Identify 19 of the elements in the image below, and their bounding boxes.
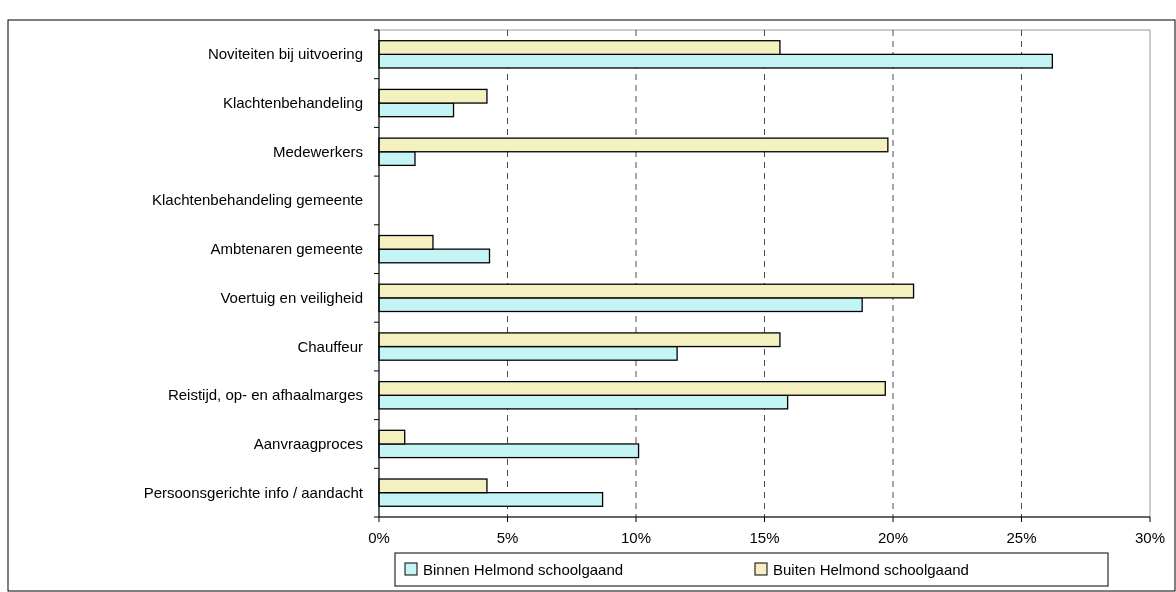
x-tick-label: 25% bbox=[1006, 529, 1037, 546]
y-tick-label: Reistijd, op- en afhaalmarges bbox=[167, 386, 363, 404]
x-tick-label: 10% bbox=[620, 529, 652, 546]
y-tick-label: Ambtenaren gemeente bbox=[210, 240, 363, 258]
x-tick-label: 20% bbox=[877, 529, 909, 546]
legend-label: Binnen Helmond schoolgaand bbox=[423, 561, 624, 578]
x-tick-label: 5% bbox=[496, 529, 519, 546]
x-tick-label: 30% bbox=[1134, 529, 1166, 546]
x-tick-label: 0% bbox=[368, 529, 390, 546]
y-tick-label: Chauffeur bbox=[297, 337, 363, 355]
x-tick-label: 15% bbox=[749, 529, 780, 546]
y-tick-label: Persoonsgerichte info / aandacht bbox=[143, 483, 364, 501]
legend-label: Buiten Helmond schoolgaand bbox=[773, 561, 969, 578]
y-tick-label: Noviteiten bij uitvoering bbox=[207, 45, 363, 63]
y-tick-label: Aanvraagproces bbox=[253, 434, 363, 452]
y-tick-label: Klachtenbehandeling gemeente bbox=[151, 191, 363, 209]
y-tick-label: Voertuig en veiligheid bbox=[220, 288, 363, 306]
y-tick-label: Medewerkers bbox=[272, 142, 363, 160]
y-tick-label: Klachtenbehandeling bbox=[222, 94, 363, 112]
